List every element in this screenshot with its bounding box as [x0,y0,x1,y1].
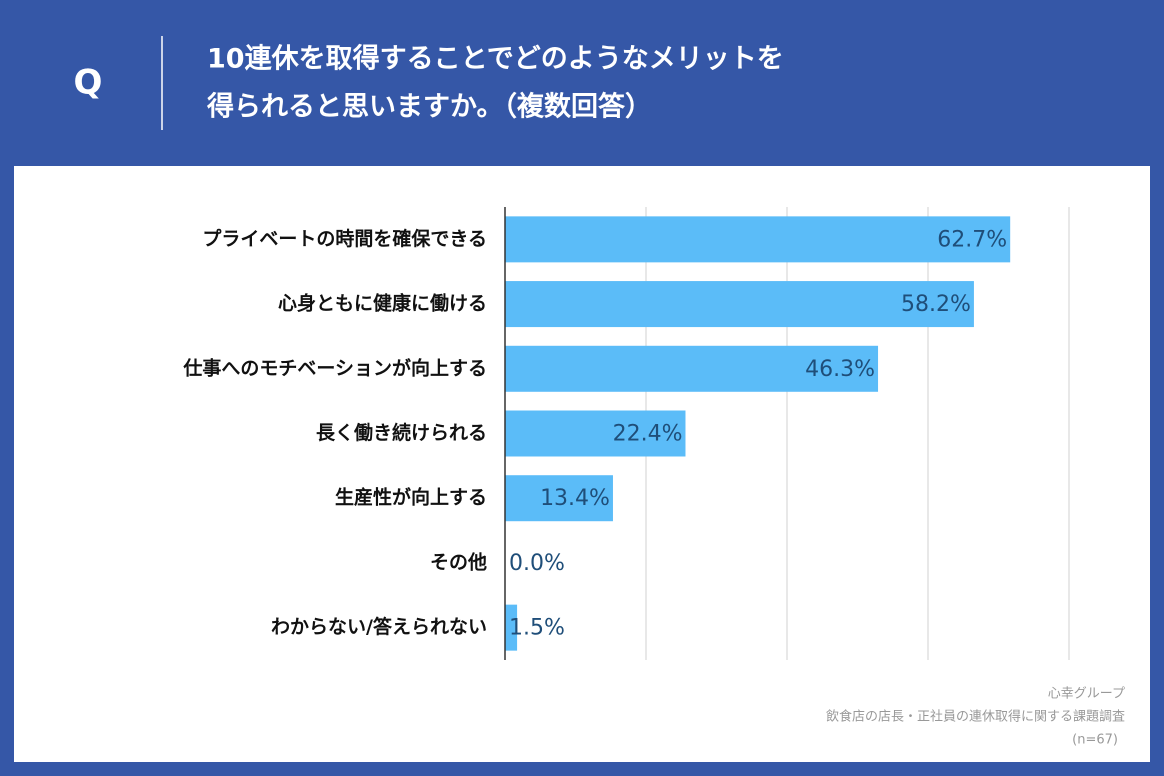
bar [505,345,879,392]
question-marker: Q [74,63,103,103]
bar [505,604,518,651]
panel [14,166,1150,762]
category-label: わからない/答えられない [271,615,487,638]
category-label: 心身ともに健康に働ける [278,292,487,315]
bar [505,410,686,457]
category-label: 生産性が向上する [335,486,487,509]
category-label: その他 [430,550,487,573]
value-label: 46.3% [805,357,875,382]
title-line: 10連休を取得することでどのようなメリットを [207,44,784,75]
source-line: 心幸グループ [1048,687,1125,702]
bar [505,475,613,522]
source-line: 飲食店の店長・正社員の連休取得に関する課題調査 [826,709,1125,725]
bar [505,281,974,328]
bar [505,216,1011,263]
title-line: 得られると思いますか。（複数回答） [206,91,652,123]
value-label: 62.7% [937,227,1007,252]
value-label: 1.5% [509,616,565,641]
value-label: 13.4% [540,486,610,511]
value-label: 22.4% [613,422,683,447]
value-label: 0.0% [509,551,565,576]
value-label: 58.2% [901,292,971,317]
category-label: プライベートの時間を確保できる [202,227,487,250]
category-label: 長く働き続けられる [316,421,487,444]
category-label: 仕事へのモチベーションが向上する [182,356,487,379]
source-line: (n=67) [1072,733,1118,748]
